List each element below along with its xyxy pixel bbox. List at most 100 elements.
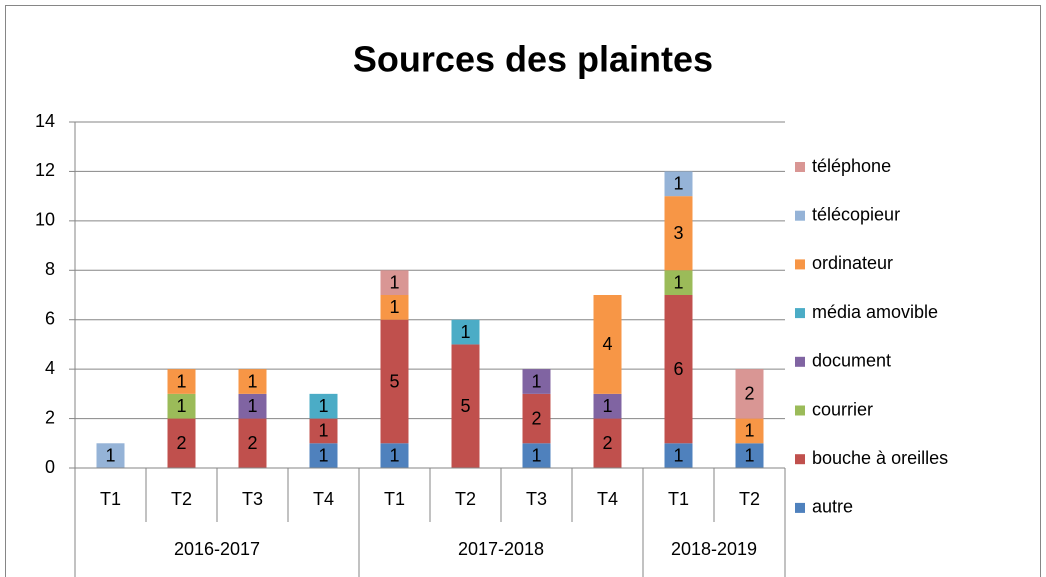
data-label: 2 <box>247 433 257 453</box>
data-label: 5 <box>389 371 399 391</box>
y-tick-label: 8 <box>45 259 55 279</box>
y-tick-label: 4 <box>45 358 55 378</box>
bar-segment <box>309 443 338 468</box>
legend-label: autre <box>812 497 853 517</box>
bar-segment <box>522 443 551 468</box>
data-label: 1 <box>176 371 186 391</box>
legend-swatch <box>795 405 805 416</box>
data-label: 1 <box>744 421 754 441</box>
y-tick-label: 10 <box>35 210 55 230</box>
bar-segment <box>309 418 338 444</box>
data-label: 1 <box>744 445 754 465</box>
bar-segment <box>238 418 267 468</box>
bar-segment <box>664 295 693 444</box>
group-label: 2016-2017 <box>174 539 260 559</box>
bar-segment <box>96 443 125 468</box>
bar-segment <box>380 295 409 320</box>
bar-segment <box>735 443 764 468</box>
bar-segment <box>238 369 267 394</box>
bar-segment <box>522 369 551 394</box>
x-tick-label: T2 <box>739 489 760 509</box>
legend-swatch <box>795 454 805 465</box>
data-label: 6 <box>673 359 683 379</box>
bar-segment <box>664 171 693 197</box>
x-tick-label: T2 <box>455 489 476 509</box>
x-tick-label: T3 <box>526 489 547 509</box>
x-tick-label: T4 <box>597 489 618 509</box>
bar-segment <box>735 369 764 419</box>
data-label: 2 <box>531 408 541 428</box>
legend-swatch <box>795 162 805 172</box>
bar-segment <box>735 418 764 444</box>
x-tick-label: T1 <box>384 489 405 509</box>
y-tick-label: 14 <box>35 111 55 131</box>
bar-segment <box>664 270 693 295</box>
legend-label: téléphone <box>812 156 891 176</box>
data-label: 1 <box>460 322 470 342</box>
bar-segment <box>380 270 409 295</box>
legend-swatch <box>795 502 805 513</box>
chart-border <box>5 5 1041 577</box>
bar-segment <box>593 418 622 468</box>
chart-title: Sources des plaintes <box>353 39 713 80</box>
bar-segment <box>451 344 480 468</box>
x-tick-label: T1 <box>668 489 689 509</box>
data-label: 4 <box>602 334 612 354</box>
y-tick-label: 6 <box>45 308 55 328</box>
group-label: 2017-2018 <box>458 539 544 559</box>
y-tick-label: 2 <box>45 407 55 427</box>
group-label: 2018-2019 <box>671 539 757 559</box>
data-label: 3 <box>673 223 683 243</box>
legend-label: télécopieur <box>812 204 900 224</box>
data-label: 1 <box>247 371 257 391</box>
bar-segment <box>167 369 196 394</box>
data-label: 1 <box>531 371 541 391</box>
data-label: 1 <box>673 445 683 465</box>
bar-segment <box>309 393 338 419</box>
y-tick-label: 0 <box>45 457 55 477</box>
legend-swatch <box>795 210 805 221</box>
x-tick-label: T4 <box>313 489 334 509</box>
bar-segment <box>664 196 693 271</box>
legend-swatch <box>795 356 805 367</box>
x-tick-label: T3 <box>242 489 263 509</box>
legend-label: document <box>812 351 891 371</box>
data-label: 1 <box>318 396 328 416</box>
data-label: 1 <box>673 174 683 194</box>
legend-label: ordinateur <box>812 253 893 273</box>
bar-segment <box>380 443 409 468</box>
data-label: 5 <box>460 396 470 416</box>
data-label: 1 <box>531 445 541 465</box>
data-label: 1 <box>105 445 115 465</box>
bar-segment <box>167 418 196 468</box>
bar-segment <box>522 393 551 444</box>
y-tick-label: 12 <box>35 160 55 180</box>
x-tick-label: T2 <box>171 489 192 509</box>
data-label: 1 <box>389 272 399 292</box>
data-label: 1 <box>602 396 612 416</box>
x-tick-label: T1 <box>100 489 121 509</box>
bar-segment <box>238 393 267 419</box>
legend-label: courrier <box>812 399 873 419</box>
bar-segment <box>664 443 693 468</box>
bar-segment <box>380 319 409 444</box>
bar-segment <box>593 393 622 419</box>
data-label: 2 <box>744 384 754 404</box>
data-label: 2 <box>176 433 186 453</box>
data-label: 1 <box>389 445 399 465</box>
bar-segment <box>167 393 196 419</box>
data-label: 1 <box>176 396 186 416</box>
data-label: 1 <box>318 421 328 441</box>
legend-swatch <box>795 308 805 319</box>
data-label: 1 <box>247 396 257 416</box>
data-label: 1 <box>673 272 683 292</box>
legend-swatch <box>795 259 805 270</box>
data-label: 1 <box>318 445 328 465</box>
bar-segment <box>593 295 622 394</box>
bar-segment <box>451 319 480 345</box>
legend-label: média amovible <box>812 302 938 322</box>
data-label: 2 <box>602 433 612 453</box>
legend-label: bouche à oreilles <box>812 448 948 468</box>
data-label: 1 <box>389 297 399 317</box>
